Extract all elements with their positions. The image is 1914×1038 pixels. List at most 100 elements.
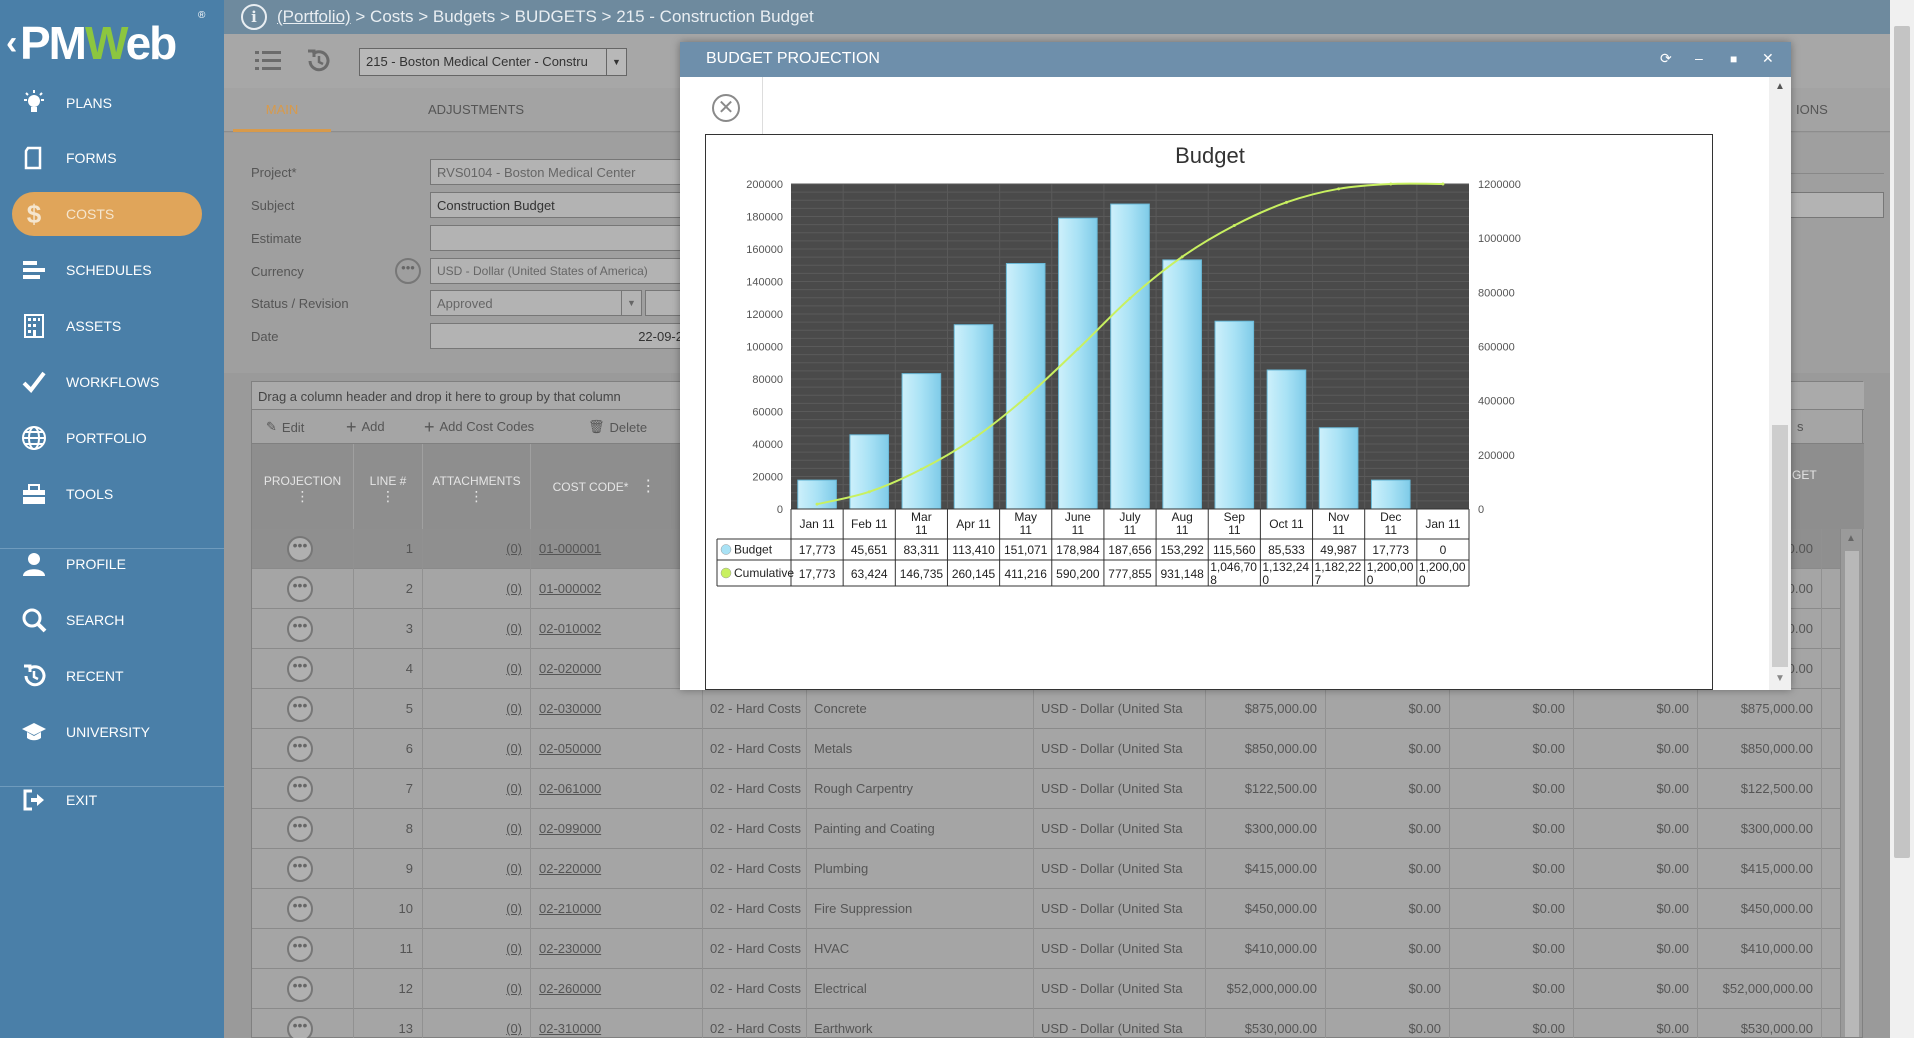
grid-scrollbar[interactable]: ▲ <box>1840 529 1862 1037</box>
history-icon[interactable] <box>304 46 334 76</box>
tab-adjustments[interactable]: ADJUSTMENTS <box>428 102 525 117</box>
add-button[interactable]: + Add <box>346 418 385 436</box>
close-circle-icon[interactable]: ✕ <box>712 94 740 122</box>
col-attachments[interactable]: ATTACHMENTS ⋮ <box>423 444 531 529</box>
table-row[interactable]: ••• 5 (0) 02-030000 02 - Hard Costs Concrete U… <box>252 689 1844 729</box>
currency-lookup-icon[interactable]: ••• <box>395 258 421 284</box>
dialog-scrollbar-thumb[interactable] <box>1772 425 1788 667</box>
sidebar-item-tools[interactable]: TOOLS <box>0 472 224 516</box>
attachments-link[interactable]: (0) <box>506 701 522 716</box>
projection-button[interactable]: ••• <box>287 736 313 762</box>
projection-button[interactable]: ••• <box>287 536 313 562</box>
projection-button[interactable]: ••• <box>287 936 313 962</box>
sidebar-item-university[interactable]: UNIVERSITY <box>0 710 224 754</box>
refresh-icon[interactable]: ⟳ <box>1660 50 1672 66</box>
table-row[interactable]: ••• 13 (0) 02-310000 02 - Hard Costs Earthwor… <box>252 1009 1844 1038</box>
page-scrollbar-thumb[interactable] <box>1894 26 1910 858</box>
project-select[interactable]: 215 - Boston Medical Center - Constru ▼ <box>359 48 627 76</box>
cost-code-link[interactable]: 02-210000 <box>539 901 602 916</box>
grid-scrollbar-thumb[interactable] <box>1845 551 1859 1037</box>
column-menu-icon[interactable]: ⋮ <box>640 477 657 495</box>
delete-button[interactable]: 🗑 Delete <box>588 419 647 435</box>
sidebar-item-costs[interactable]: $ COSTS <box>0 192 224 236</box>
sidebar-item-search[interactable]: SEARCH <box>0 598 224 642</box>
edit-button[interactable]: ✎ Edit <box>266 419 304 435</box>
attachments-link[interactable]: (0) <box>506 821 522 836</box>
attachments-link[interactable]: (0) <box>506 581 522 596</box>
date-field[interactable]: 22-09-2 <box>430 323 684 349</box>
sidebar-item-forms[interactable]: FORMS <box>0 136 224 180</box>
col-projection[interactable]: PROJECTION ⋮ <box>252 444 354 529</box>
project-field[interactable]: RVS0104 - Boston Medical Center <box>430 159 684 185</box>
attachments-link[interactable]: (0) <box>506 861 522 876</box>
table-row[interactable]: ••• 9 (0) 02-220000 02 - Hard Costs Plumbing U… <box>252 849 1844 889</box>
cost-code-link[interactable]: 02-050000 <box>539 741 602 756</box>
projection-button[interactable]: ••• <box>287 696 313 722</box>
cost-code-link[interactable]: 02-310000 <box>539 1021 602 1036</box>
cost-code-link[interactable]: 01-000001 <box>539 541 602 556</box>
sidebar-item-plans[interactable]: PLANS <box>0 81 224 125</box>
table-row[interactable]: ••• 6 (0) 02-050000 02 - Hard Costs Metals USD… <box>252 729 1844 769</box>
cost-code-link[interactable]: 01-000002 <box>539 581 602 596</box>
projection-button[interactable]: ••• <box>287 776 313 802</box>
col-line[interactable]: LINE # ⋮ <box>354 444 423 529</box>
breadcrumb-portfolio-link[interactable]: (Portfolio) <box>277 7 351 26</box>
attachments-link[interactable]: (0) <box>506 621 522 636</box>
scroll-down-icon[interactable]: ▼ <box>1775 673 1785 684</box>
col-cost-code[interactable]: COST CODE* ⋮ <box>531 444 678 529</box>
list-icon[interactable] <box>253 46 283 76</box>
info-icon[interactable]: i <box>241 4 267 30</box>
sidebar-item-recent[interactable]: RECENT <box>0 654 224 698</box>
projection-button[interactable]: ••• <box>287 856 313 882</box>
right-field[interactable] <box>1790 192 1884 218</box>
projection-button[interactable]: ••• <box>287 616 313 642</box>
projection-button[interactable]: ••• <box>287 656 313 682</box>
cost-code-link[interactable]: 02-230000 <box>539 941 602 956</box>
maximize-icon[interactable]: ■ <box>1730 52 1738 66</box>
estimate-field[interactable] <box>430 225 684 251</box>
column-menu-icon[interactable]: ⋮ <box>381 487 395 504</box>
sidebar-item-schedules[interactable]: SCHEDULES <box>0 248 224 292</box>
projection-button[interactable]: ••• <box>287 976 313 1002</box>
attachments-link[interactable]: (0) <box>506 1021 522 1036</box>
dialog-scrollbar[interactable]: ▲ ▼ <box>1769 77 1791 690</box>
column-menu-icon[interactable]: ⋮ <box>295 487 310 504</box>
col-budget[interactable]: GET <box>1792 468 1817 482</box>
tab-options[interactable]: IONS <box>1796 102 1828 117</box>
currency-field[interactable]: USD - Dollar (United States of America) <box>430 258 684 284</box>
projection-button[interactable]: ••• <box>287 1016 313 1038</box>
grid-tool-partial[interactable]: s <box>1797 419 1804 434</box>
cost-code-link[interactable]: 02-099000 <box>539 821 602 836</box>
sidebar-item-assets[interactable]: ASSETS <box>0 304 224 348</box>
column-menu-icon[interactable]: ⋮ <box>469 487 484 504</box>
projection-button[interactable]: ••• <box>287 896 313 922</box>
sidebar-item-profile[interactable]: PROFILE <box>0 542 224 586</box>
cost-code-link[interactable]: 02-010002 <box>539 621 602 636</box>
attachments-link[interactable]: (0) <box>506 981 522 996</box>
attachments-link[interactable]: (0) <box>506 901 522 916</box>
close-icon[interactable]: ✕ <box>1762 50 1774 66</box>
attachments-link[interactable]: (0) <box>506 541 522 556</box>
attachments-link[interactable]: (0) <box>506 781 522 796</box>
scroll-up-icon[interactable]: ▲ <box>1775 81 1785 92</box>
status-select[interactable]: Approved ▼ <box>430 290 642 316</box>
pmweb-logo[interactable]: ‹ PMWeb ® <box>6 8 216 69</box>
table-row[interactable]: ••• 7 (0) 02-061000 02 - Hard Costs Rough Car… <box>252 769 1844 809</box>
table-row[interactable]: ••• 10 (0) 02-210000 02 - Hard Costs Fire Sup… <box>252 889 1844 929</box>
sidebar-item-exit[interactable]: EXIT <box>0 778 224 822</box>
subject-field[interactable]: Construction Budget <box>430 192 684 218</box>
table-row[interactable]: ••• 8 (0) 02-099000 02 - Hard Costs Painting … <box>252 809 1844 849</box>
cost-code-link[interactable]: 02-220000 <box>539 861 602 876</box>
sidebar-item-portfolio[interactable]: PORTFOLIO <box>0 416 224 460</box>
table-row[interactable]: ••• 11 (0) 02-230000 02 - Hard Costs HVAC USD … <box>252 929 1844 969</box>
attachments-link[interactable]: (0) <box>506 741 522 756</box>
cost-code-link[interactable]: 02-020000 <box>539 661 602 676</box>
attachments-link[interactable]: (0) <box>506 941 522 956</box>
tab-main[interactable]: MAIN <box>233 88 331 132</box>
attachments-link[interactable]: (0) <box>506 661 522 676</box>
sidebar-item-workflows[interactable]: WORKFLOWS <box>0 360 224 404</box>
projection-button[interactable]: ••• <box>287 816 313 842</box>
cost-code-link[interactable]: 02-260000 <box>539 981 602 996</box>
cost-code-link[interactable]: 02-030000 <box>539 701 602 716</box>
table-row[interactable]: ••• 12 (0) 02-260000 02 - Hard Costs Electric… <box>252 969 1844 1009</box>
